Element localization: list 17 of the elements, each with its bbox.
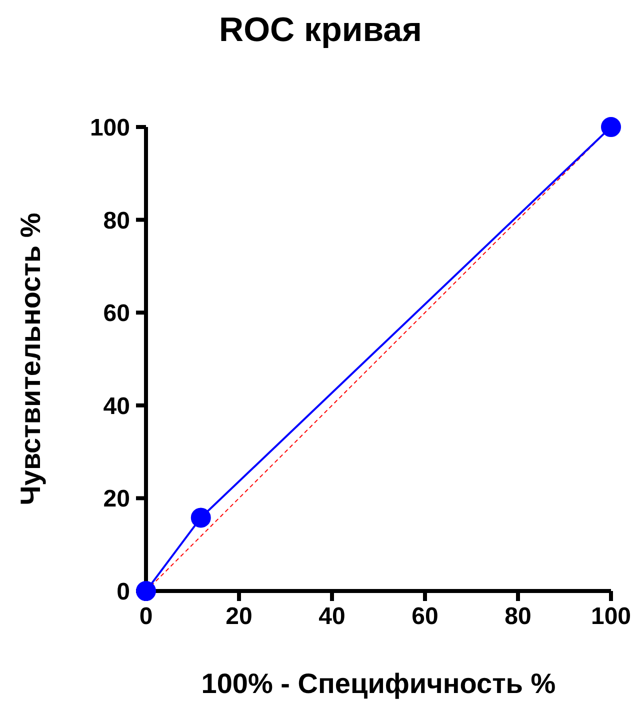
x-tick-label: 80 bbox=[504, 603, 532, 630]
y-axis-title: Чувствительность % bbox=[14, 212, 46, 506]
y-tick-label: 100 bbox=[90, 114, 130, 142]
x-tick-label: 100 bbox=[590, 603, 632, 630]
x-tick-label: 60 bbox=[412, 603, 438, 630]
x-tick-label: 40 bbox=[318, 603, 346, 630]
x-tick-label: 20 bbox=[226, 603, 252, 630]
chart-title: ROC кривая bbox=[218, 10, 423, 51]
x-axis-title: 100% - Специфичность % bbox=[201, 668, 556, 699]
point bbox=[601, 117, 621, 137]
y-tick-label: 80 bbox=[103, 207, 130, 234]
point bbox=[190, 508, 211, 528]
y-tick-label: 60 bbox=[103, 300, 130, 328]
y-tick-label: 20 bbox=[103, 486, 130, 513]
y-tick-label: 0 bbox=[116, 578, 130, 606]
x-tick-label: 0 bbox=[139, 603, 153, 630]
y-tick-label: 40 bbox=[103, 392, 130, 420]
